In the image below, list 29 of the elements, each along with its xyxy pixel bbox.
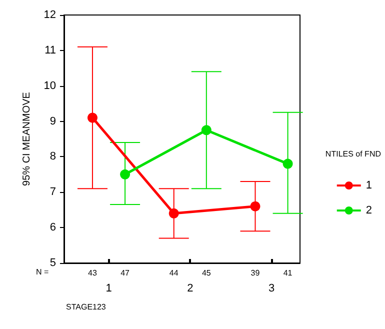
x-axis-title: STAGE123 xyxy=(66,302,106,312)
x-tick-label: 1 xyxy=(106,282,112,294)
x-tick-label: 2 xyxy=(187,282,194,294)
point xyxy=(87,112,98,123)
y-tick-label: 12 xyxy=(44,9,56,21)
y-tick-label: 6 xyxy=(50,222,56,234)
y-tick-label: 8 xyxy=(50,150,56,163)
text: 44 xyxy=(169,268,179,278)
point xyxy=(120,169,130,180)
text: 47 xyxy=(120,268,130,278)
text: 45 xyxy=(202,268,212,278)
text: 41 xyxy=(283,268,293,278)
x-tick-label: 3 xyxy=(268,282,275,294)
point xyxy=(201,125,212,136)
legend-title: NTILES of FND xyxy=(325,150,382,158)
point xyxy=(282,158,293,169)
y-tick-label: 9 xyxy=(50,115,56,128)
y-tick-label: 7 xyxy=(50,186,56,198)
legend-label: 1 xyxy=(366,180,372,192)
text: 39 xyxy=(250,268,260,278)
text: 43 xyxy=(88,268,98,278)
y-tick-label: 10 xyxy=(44,80,56,92)
y-tick-label: 11 xyxy=(44,44,56,56)
point xyxy=(168,208,179,218)
point xyxy=(250,201,260,212)
y-axis-title: 95% CI MEANMOVE xyxy=(22,92,32,186)
text: N = xyxy=(36,268,49,276)
y-tick-label: 5 xyxy=(50,257,56,269)
legend-label: 2 xyxy=(366,204,372,216)
